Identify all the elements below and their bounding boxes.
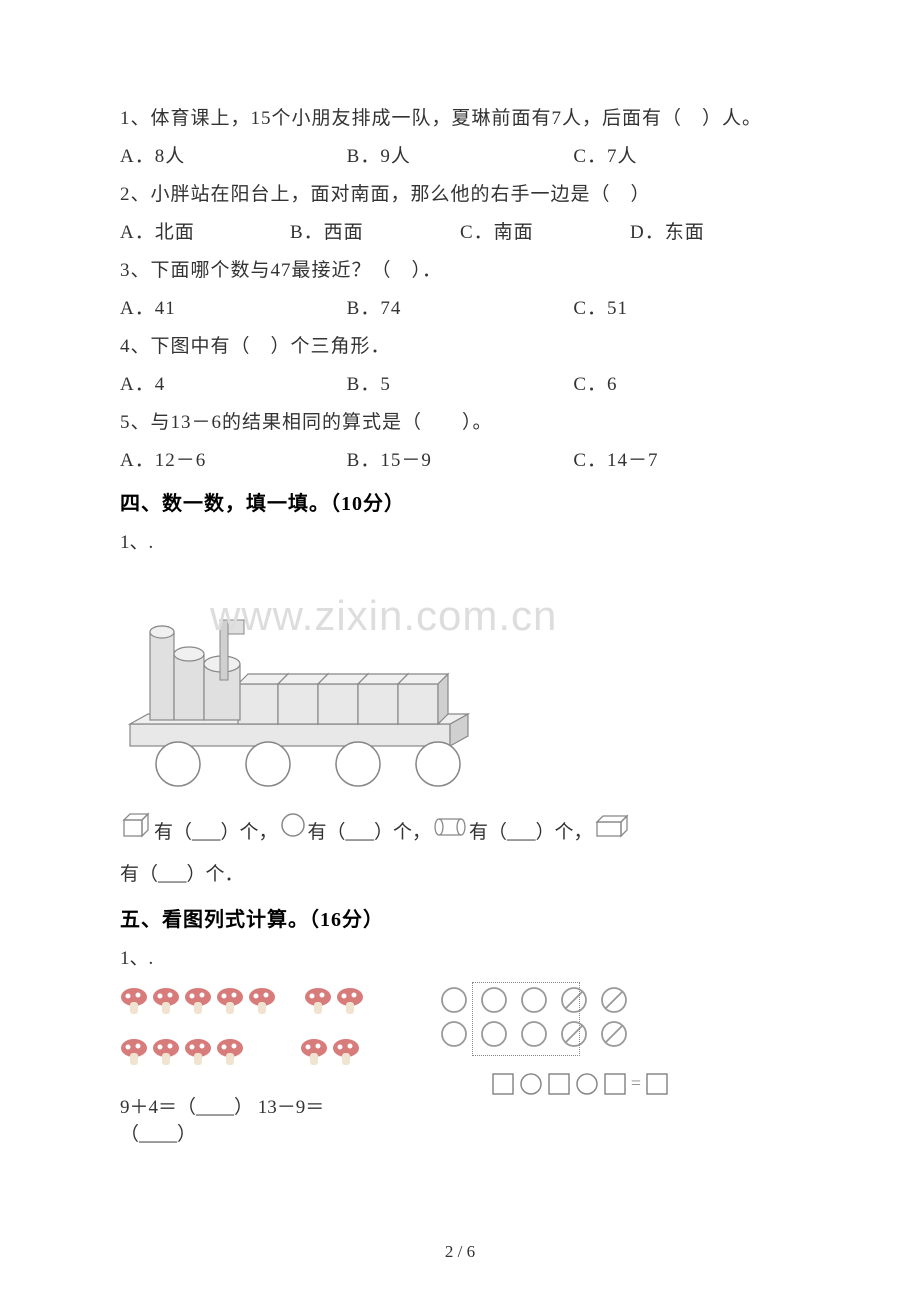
mushroom-icon — [216, 1037, 244, 1072]
mushroom-icon — [332, 1037, 360, 1072]
q3-options: A．41 B．74 C．51 — [120, 290, 800, 328]
mushroom-icon — [304, 986, 332, 1021]
circles-block: = — [440, 986, 720, 1146]
shape-text-1a: 有（___）个， — [154, 812, 278, 854]
q1-options: A．8人 B．9人 C．7人 — [120, 138, 800, 176]
mushroom-row-2 — [120, 1037, 380, 1072]
circle-placeholder-icon — [519, 1072, 543, 1096]
mushroom-icon — [152, 1037, 180, 1072]
watermark: www.zixin.com.cn — [210, 592, 557, 640]
box-icon — [603, 1072, 627, 1096]
q2-options: A．北面 B．西面 C．南面 D．东面 — [120, 214, 800, 252]
mushroom-block: 9＋4＝（____） 13－9＝（____） — [120, 986, 380, 1146]
q1-opt-c: C．7人 — [573, 138, 800, 176]
dashed-selection-box — [472, 982, 580, 1056]
box-icon — [547, 1072, 571, 1096]
q2-text: 2、小胖站在阳台上，面对南面，那么他的右手一边是（ ） — [120, 176, 800, 214]
mushroom-icon — [184, 986, 212, 1021]
mushroom-icon — [216, 986, 244, 1021]
q3-text: 3、下面哪个数与47最接近？（ ）． — [120, 252, 800, 290]
mushroom-icon — [120, 1037, 148, 1072]
q4-opt-a: A．4 — [120, 366, 347, 404]
mushroom-icon — [300, 1037, 328, 1072]
crossed-circle-icon — [600, 1020, 628, 1048]
q5-opt-a: A．12－6 — [120, 442, 347, 480]
section4-title: 四、数一数，填一填。（10分） — [120, 484, 800, 524]
equals-sign: = — [631, 1073, 641, 1094]
box-icon — [491, 1072, 515, 1096]
mushroom-icon — [336, 986, 364, 1021]
mushroom-icon — [184, 1037, 212, 1072]
mushroom-icon — [120, 986, 148, 1021]
shape-text-1b: 有（___）个， — [308, 812, 432, 854]
page-footer: 2 / 6 — [0, 1242, 920, 1262]
q3-opt-c: C．51 — [573, 290, 800, 328]
mushroom-icon — [152, 986, 180, 1021]
q4-opt-b: B．5 — [347, 366, 574, 404]
q2-opt-d: D．东面 — [630, 214, 800, 252]
mushroom-equation: 9＋4＝（____） 13－9＝（____） — [120, 1092, 380, 1146]
shape-count-line1: 有（___）个， 有（___）个， 有（___）个， — [120, 812, 800, 854]
truck-diagram-container: www.zixin.com.cn — [120, 592, 800, 792]
box-equation: = — [440, 1072, 720, 1096]
q2-opt-b: B．西面 — [290, 214, 460, 252]
q5-opt-c: C．14－7 — [573, 442, 800, 480]
mushroom-icon — [248, 986, 276, 1021]
q4-text: 4、下图中有（ ）个三角形． — [120, 328, 800, 366]
cuboid-icon — [595, 812, 631, 854]
mushroom-row-1 — [120, 986, 380, 1021]
q1-opt-b: B．9人 — [347, 138, 574, 176]
q4-opt-c: C．6 — [573, 366, 800, 404]
section4-q1-label: 1、. — [120, 524, 800, 562]
q3-opt-b: B．74 — [347, 290, 574, 328]
circle-placeholder-icon — [575, 1072, 599, 1096]
shape-text-1c: 有（___）个， — [469, 812, 593, 854]
cube-icon — [122, 812, 152, 854]
crossed-circle-icon — [600, 986, 628, 1014]
cylinder-icon — [433, 812, 467, 854]
q3-opt-a: A．41 — [120, 290, 347, 328]
q1-text: 1、体育课上，15个小朋友排成一队，夏琳前面有7人，后面有（ ）人。 — [120, 100, 800, 138]
q2-opt-a: A．北面 — [120, 214, 290, 252]
q1-opt-a: A．8人 — [120, 138, 347, 176]
shape-count-line2: 有（___）个． — [120, 854, 800, 896]
section5-q1-label: 1、. — [120, 940, 800, 978]
q4-options: A．4 B．5 C．6 — [120, 366, 800, 404]
q5-opt-b: B．15－9 — [347, 442, 574, 480]
open-circle-icon — [440, 1020, 468, 1048]
circle-icon — [280, 812, 306, 854]
open-circle-icon — [440, 986, 468, 1014]
q2-opt-c: C．南面 — [460, 214, 630, 252]
section5-images: 9＋4＝（____） 13－9＝（____） = — [120, 986, 800, 1146]
box-icon — [645, 1072, 669, 1096]
q5-text: 5、与13－6的结果相同的算式是（ ）。 — [120, 404, 800, 442]
q5-options: A．12－6 B．15－9 C．14－7 — [120, 442, 800, 480]
section5-title: 五、看图列式计算。（16分） — [120, 900, 800, 940]
